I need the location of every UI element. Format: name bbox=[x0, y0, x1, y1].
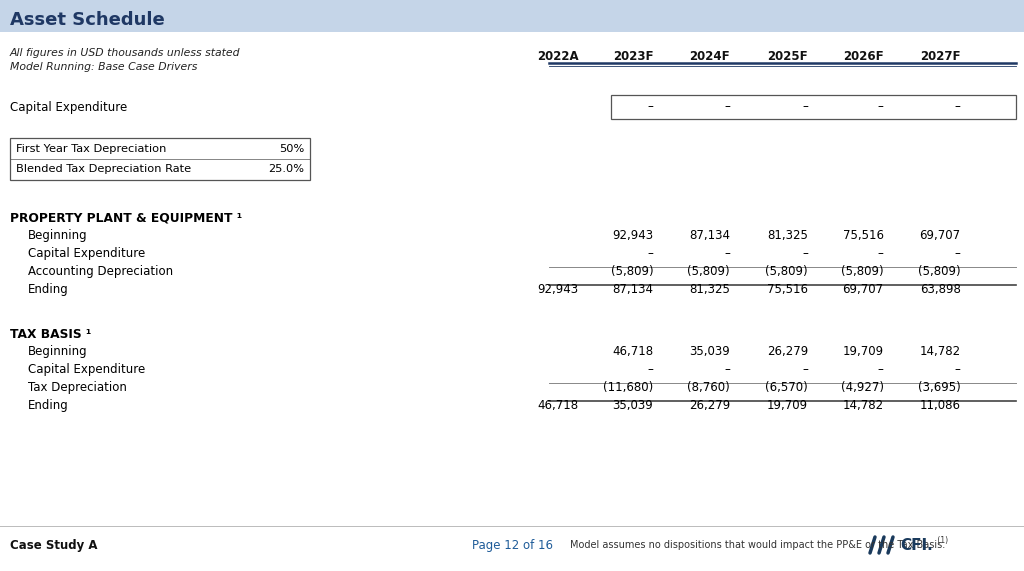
Text: 2024F: 2024F bbox=[689, 50, 730, 63]
Text: (5,809): (5,809) bbox=[610, 266, 653, 279]
Text: 26,279: 26,279 bbox=[689, 400, 730, 412]
Text: 2027F: 2027F bbox=[920, 50, 961, 63]
Text: PROPERTY PLANT & EQUIPMENT ¹: PROPERTY PLANT & EQUIPMENT ¹ bbox=[10, 211, 243, 224]
Text: 14,782: 14,782 bbox=[843, 400, 884, 412]
Text: 50%: 50% bbox=[279, 144, 304, 154]
Text: (1): (1) bbox=[935, 536, 948, 545]
Bar bbox=[10, 138, 310, 180]
Text: –: – bbox=[724, 247, 730, 260]
Text: 2026F: 2026F bbox=[843, 50, 884, 63]
Text: 2023F: 2023F bbox=[612, 50, 653, 63]
Text: Page 12 of 16: Page 12 of 16 bbox=[471, 538, 553, 552]
Text: 81,325: 81,325 bbox=[689, 283, 730, 296]
Text: Accounting Depreciation: Accounting Depreciation bbox=[28, 266, 173, 279]
Text: All figures in USD thousands unless stated: All figures in USD thousands unless stat… bbox=[10, 48, 241, 58]
Text: 75,516: 75,516 bbox=[767, 283, 808, 296]
Text: 2022A: 2022A bbox=[537, 50, 579, 63]
Bar bbox=[611, 95, 1016, 119]
Text: (3,695): (3,695) bbox=[918, 381, 961, 395]
Text: –: – bbox=[724, 100, 730, 114]
Text: 92,943: 92,943 bbox=[538, 283, 579, 296]
Text: 2025F: 2025F bbox=[767, 50, 808, 63]
Text: 35,039: 35,039 bbox=[689, 345, 730, 359]
Text: –: – bbox=[802, 247, 808, 260]
Text: (8,760): (8,760) bbox=[687, 381, 730, 395]
Text: Model assumes no dispositions that would impact the PP&E or the Tax Basis.: Model assumes no dispositions that would… bbox=[570, 540, 945, 550]
Text: 35,039: 35,039 bbox=[612, 400, 653, 412]
Text: 14,782: 14,782 bbox=[920, 345, 961, 359]
Text: –: – bbox=[802, 364, 808, 376]
Text: 69,707: 69,707 bbox=[843, 283, 884, 296]
Text: Asset Schedule: Asset Schedule bbox=[10, 11, 165, 29]
Text: (5,809): (5,809) bbox=[918, 266, 961, 279]
Text: 25.0%: 25.0% bbox=[268, 164, 304, 174]
Text: 69,707: 69,707 bbox=[920, 230, 961, 243]
Text: 26,279: 26,279 bbox=[767, 345, 808, 359]
Text: Model Running: Base Case Drivers: Model Running: Base Case Drivers bbox=[10, 62, 198, 72]
Text: 11,086: 11,086 bbox=[920, 400, 961, 412]
Text: 19,709: 19,709 bbox=[843, 345, 884, 359]
Text: (11,680): (11,680) bbox=[603, 381, 653, 395]
Text: –: – bbox=[878, 364, 884, 376]
Text: Beginning: Beginning bbox=[28, 230, 88, 243]
Text: TAX BASIS ¹: TAX BASIS ¹ bbox=[10, 328, 91, 340]
Text: –: – bbox=[878, 247, 884, 260]
Text: –: – bbox=[647, 247, 653, 260]
Text: 46,718: 46,718 bbox=[538, 400, 579, 412]
Text: (6,570): (6,570) bbox=[765, 381, 808, 395]
Text: –: – bbox=[878, 100, 884, 114]
Text: 92,943: 92,943 bbox=[612, 230, 653, 243]
Text: Capital Expenditure: Capital Expenditure bbox=[10, 100, 127, 114]
Text: –: – bbox=[802, 100, 808, 114]
Text: –: – bbox=[954, 247, 961, 260]
Text: 81,325: 81,325 bbox=[767, 230, 808, 243]
Text: Capital Expenditure: Capital Expenditure bbox=[28, 247, 145, 260]
Text: –: – bbox=[954, 364, 961, 376]
Text: First Year Tax Depreciation: First Year Tax Depreciation bbox=[16, 144, 166, 154]
Text: Ending: Ending bbox=[28, 400, 69, 412]
Text: –: – bbox=[724, 364, 730, 376]
Text: (5,809): (5,809) bbox=[687, 266, 730, 279]
Text: CFI.: CFI. bbox=[900, 537, 933, 553]
Text: 46,718: 46,718 bbox=[612, 345, 653, 359]
Text: 19,709: 19,709 bbox=[767, 400, 808, 412]
Text: (4,927): (4,927) bbox=[841, 381, 884, 395]
Text: Blended Tax Depreciation Rate: Blended Tax Depreciation Rate bbox=[16, 164, 191, 174]
Text: Ending: Ending bbox=[28, 283, 69, 296]
Text: 87,134: 87,134 bbox=[612, 283, 653, 296]
Text: Case Study A: Case Study A bbox=[10, 538, 97, 552]
Bar bbox=[0, 0, 1024, 32]
Text: (5,809): (5,809) bbox=[841, 266, 884, 279]
Text: –: – bbox=[647, 100, 653, 114]
Text: Tax Depreciation: Tax Depreciation bbox=[28, 381, 127, 395]
Text: –: – bbox=[647, 364, 653, 376]
Text: 75,516: 75,516 bbox=[843, 230, 884, 243]
Text: 63,898: 63,898 bbox=[920, 283, 961, 296]
Text: (5,809): (5,809) bbox=[765, 266, 808, 279]
Text: 87,134: 87,134 bbox=[689, 230, 730, 243]
Text: Beginning: Beginning bbox=[28, 345, 88, 359]
Text: Capital Expenditure: Capital Expenditure bbox=[28, 364, 145, 376]
Text: –: – bbox=[954, 100, 961, 114]
